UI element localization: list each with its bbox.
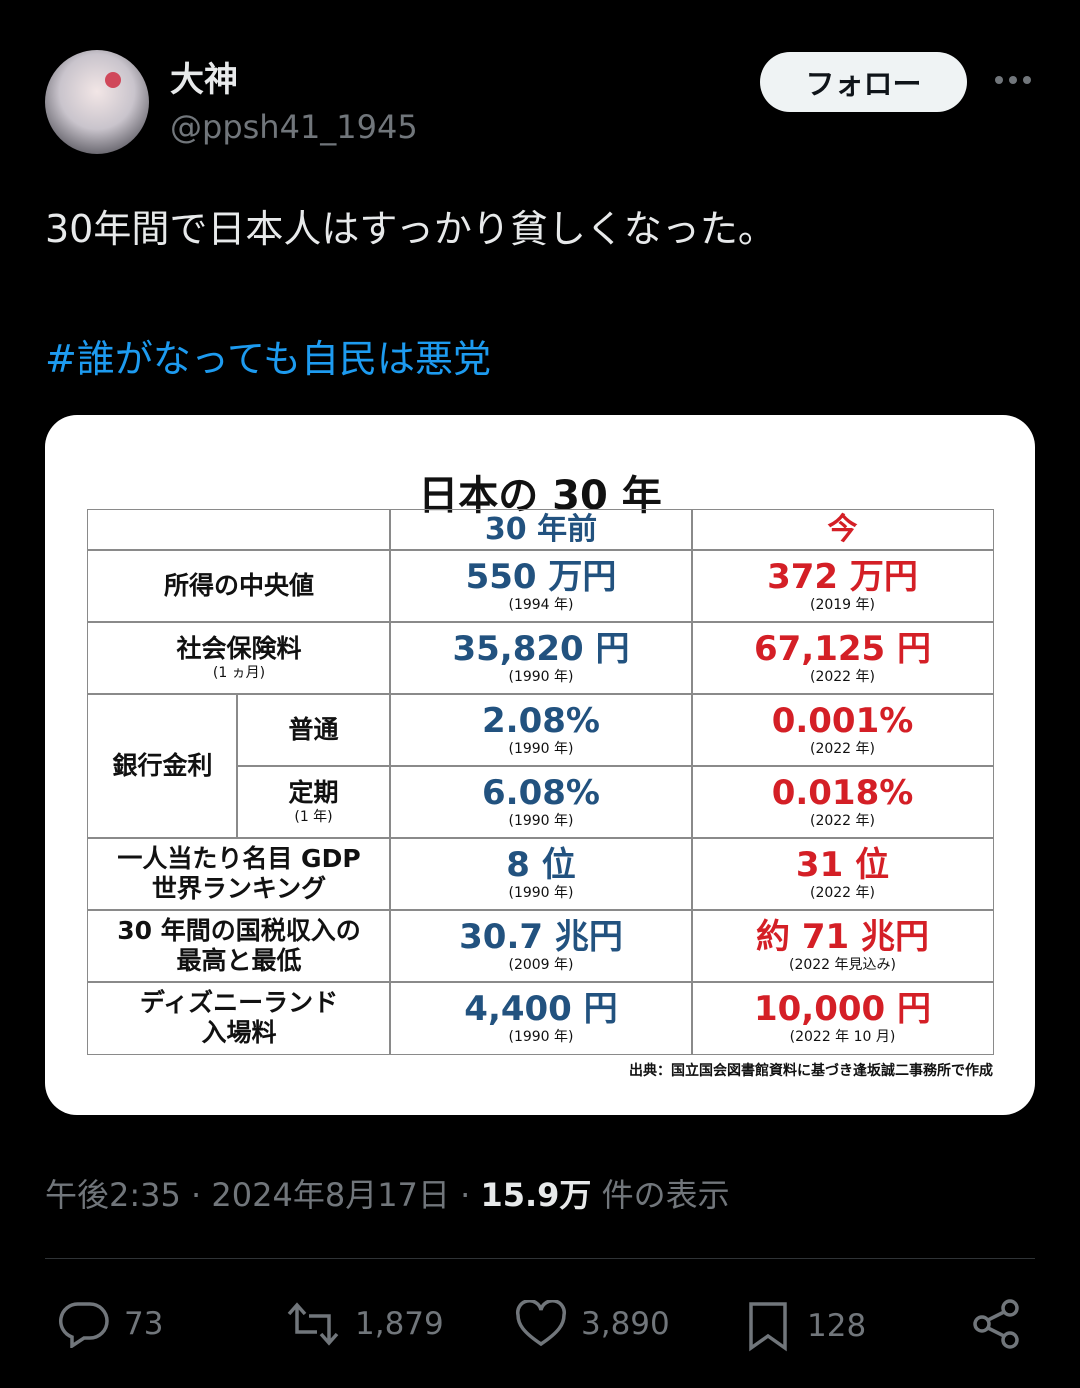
tweet-text: 30年間で日本人はすっかり貧しくなった。	[45, 198, 776, 253]
separator: ·	[460, 1176, 470, 1214]
row-label-cell: 30 年間の国税収入の最高と最低	[87, 909, 391, 983]
past-cell: 550 万円(1994 年)	[389, 549, 693, 623]
now-note: (2022 年見込み)	[789, 956, 896, 974]
past-value: 2.08%	[482, 702, 600, 740]
past-cell: 30.7 兆円(2009 年)	[389, 909, 693, 983]
like-icon	[515, 1300, 567, 1348]
row-label: 入場料	[201, 1018, 276, 1048]
header-cell: 30 年前	[389, 509, 693, 551]
row-label-cell: ディズニーランド入場料	[87, 981, 391, 1055]
row-label: 世界ランキング	[152, 874, 326, 904]
group-label: 銀行金利	[112, 751, 212, 781]
now-cell: 約 71 兆円(2022 年見込み)	[691, 909, 994, 983]
separator: ·	[191, 1176, 201, 1214]
past-note: (1990 年)	[508, 884, 573, 902]
bookmark-button[interactable]: 128	[745, 1300, 866, 1352]
now-note: (2022 年)	[810, 812, 875, 830]
now-note: (2022 年)	[810, 740, 875, 758]
row-label: 定期	[288, 778, 338, 808]
past-value: 6.08%	[482, 774, 600, 812]
hashtag[interactable]: #誰がなっても自民は悪党	[45, 328, 491, 383]
row-label: 普通	[288, 715, 338, 745]
view-label: 件の表示	[602, 1176, 730, 1214]
now-value: 31 位	[796, 846, 889, 884]
now-cell: 0.001%(2022 年)	[691, 693, 994, 767]
row-label-cell: 定期(1 年)	[236, 765, 391, 839]
bookmark-icon	[745, 1300, 793, 1352]
retweet-button[interactable]: 1,879	[285, 1300, 444, 1348]
now-cell: 372 万円(2019 年)	[691, 549, 994, 623]
user-name[interactable]: 大神	[170, 52, 238, 101]
now-value: 0.001%	[772, 702, 914, 740]
past-value: 30.7 兆円	[459, 918, 623, 956]
avatar[interactable]	[45, 50, 149, 154]
now-cell: 0.018%(2022 年)	[691, 765, 994, 839]
past-note: (1994 年)	[508, 596, 573, 614]
image-source: 出典：国立国会図書館資料に基づき逢坂誠二事務所で作成	[629, 1060, 993, 1080]
follow-button[interactable]: フォロー	[760, 52, 967, 112]
row-sublabel: (1 年)	[294, 808, 332, 826]
reply-count: 73	[124, 1306, 163, 1342]
now-note: (2022 年)	[810, 884, 875, 902]
column-header: 今	[828, 511, 858, 549]
past-note: (1990 年)	[508, 1028, 573, 1046]
row-label-cell: 一人当たり名目 GDP世界ランキング	[87, 837, 391, 911]
past-note: (2009 年)	[508, 956, 573, 974]
past-note: (1990 年)	[508, 812, 573, 830]
row-label: 一人当たり名目 GDP	[117, 844, 360, 874]
timestamp: 午後2:35 · 2024年8月17日 · 15.9万 件の表示	[45, 1170, 730, 1216]
retweet-icon	[285, 1300, 341, 1348]
column-header: 30 年前	[485, 511, 597, 549]
past-cell: 2.08%(1990 年)	[389, 693, 693, 767]
reply-icon	[58, 1300, 110, 1348]
retweet-count: 1,879	[355, 1306, 444, 1342]
now-note: (2022 年 10 月)	[790, 1028, 896, 1046]
reply-button[interactable]: 73	[58, 1300, 163, 1348]
row-sublabel: (1 ヵ月)	[213, 664, 265, 682]
now-cell: 31 位(2022 年)	[691, 837, 994, 911]
row-label: 所得の中央値	[164, 571, 314, 601]
group-label-cell: 銀行金利	[87, 693, 238, 839]
row-label-cell: 普通	[236, 693, 391, 767]
share-button[interactable]	[972, 1298, 1022, 1350]
past-value: 4,400 円	[464, 990, 617, 1028]
now-cell: 67,125 円(2022 年)	[691, 621, 994, 695]
date: 2024年8月17日	[211, 1176, 450, 1214]
past-cell: 4,400 円(1990 年)	[389, 981, 693, 1055]
user-handle[interactable]: @ppsh41_1945	[170, 108, 418, 146]
time: 午後2:35	[45, 1176, 181, 1214]
row-label-cell: 社会保険料(1 ヵ月)	[87, 621, 391, 695]
past-value: 550 万円	[466, 558, 617, 596]
row-label: 30 年間の国税収入の	[117, 916, 361, 946]
like-button[interactable]: 3,890	[515, 1300, 670, 1348]
row-label: 最高と最低	[176, 946, 301, 976]
now-value: 約 71 兆円	[756, 918, 929, 956]
row-label: 社会保険料	[176, 634, 301, 664]
bookmark-count: 128	[807, 1308, 866, 1344]
past-value: 8 位	[506, 846, 576, 884]
view-count: 15.9万	[480, 1176, 591, 1214]
now-value: 0.018%	[772, 774, 914, 812]
now-cell: 10,000 円(2022 年 10 月)	[691, 981, 994, 1055]
more-button[interactable]	[993, 70, 1033, 90]
like-count: 3,890	[581, 1306, 670, 1342]
past-note: (1990 年)	[508, 668, 573, 686]
past-value: 35,820 円	[452, 630, 629, 668]
row-label-cell: 所得の中央値	[87, 549, 391, 623]
past-cell: 6.08%(1990 年)	[389, 765, 693, 839]
divider	[45, 1258, 1035, 1259]
tweet-image[interactable]: 日本の 30 年 出典：国立国会図書館資料に基づき逢坂誠二事務所で作成 30 年…	[45, 415, 1035, 1115]
header-cell	[87, 509, 391, 551]
row-label: ディズニーランド	[140, 988, 338, 1018]
past-note: (1990 年)	[508, 740, 573, 758]
now-value: 67,125 円	[754, 630, 931, 668]
now-value: 372 万円	[767, 558, 918, 596]
header-cell: 今	[691, 509, 994, 551]
past-cell: 35,820 円(1990 年)	[389, 621, 693, 695]
now-value: 10,000 円	[754, 990, 931, 1028]
past-cell: 8 位(1990 年)	[389, 837, 693, 911]
now-note: (2022 年)	[810, 668, 875, 686]
now-note: (2019 年)	[810, 596, 875, 614]
